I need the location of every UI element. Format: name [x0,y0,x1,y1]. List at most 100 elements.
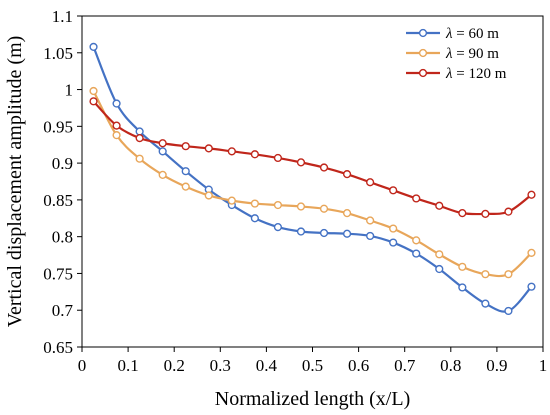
data-point [504,207,513,216]
data-point [319,228,329,238]
legend-label: λ = 90 m [445,46,499,62]
legend-marker [418,28,428,38]
data-point [112,99,121,108]
x-tick-label: 1 [539,356,548,375]
data-point [181,182,190,191]
y-tick-label: 0.9 [52,154,73,173]
legend-label: λ = 60 m [445,26,499,42]
x-tick-label: 0.9 [486,356,507,375]
data-point [296,202,306,211]
data-point [458,209,467,218]
y-tick-label: 0.75 [43,264,73,283]
data-point [504,306,513,316]
series-line [92,46,533,313]
data-point [112,131,121,140]
data-point [250,214,259,223]
data-point [458,262,467,271]
data-point [250,199,259,208]
data-point [296,158,306,167]
data-point [158,139,167,148]
data-point [181,167,190,176]
data-point [366,178,375,187]
y-tick-label: 0.95 [43,117,73,136]
legend: λ = 60 m λ = 90 m λ = 120 m [406,26,507,82]
legend-item: λ = 60 m [406,26,499,42]
data-point [366,231,375,241]
series-2 [89,86,536,279]
data-point [366,216,375,225]
data-point [158,147,167,156]
data-point [273,153,283,163]
data-point [135,127,144,136]
data-point [135,134,144,143]
data-point [204,191,213,200]
axes: 0 0.1 0.2 0.3 0.4 0.5 0.6 0.7 0.8 0.9 1 0.65 0.7 0.75… [43,7,547,375]
data-point [435,264,444,274]
legend-item: λ = 90 m [406,46,499,62]
x-tick-label: 0.4 [256,356,278,375]
data-point [89,97,98,106]
data-point [227,147,236,156]
legend-label: λ = 120 m [445,66,507,82]
legend-item: λ = 120 m [406,66,507,82]
data-point [481,270,490,279]
legend-marker [418,48,428,58]
y-tick-label: 1.1 [52,7,73,26]
data-point [227,196,236,205]
data-point [412,194,421,203]
y-tick-label: 1 [65,81,74,100]
x-tick-label: 0.7 [394,356,416,375]
legend-marker [418,68,428,78]
y-tick-label: 0.65 [43,338,73,357]
data-point [435,201,444,210]
data-point [273,223,283,232]
x-tick-label: 0.2 [164,356,185,375]
data-point [89,86,98,96]
data-point [412,249,421,258]
data-point [319,204,329,213]
data-point [204,144,213,153]
data-point [112,121,121,130]
data-point [135,154,144,163]
data-point [527,248,536,257]
y-axis-title: Vertical displacement amplitude (m) [4,36,26,328]
data-point [481,209,490,218]
data-point [527,190,536,199]
series-line [92,90,533,278]
data-point [389,238,398,247]
y-tick-label: 0.85 [43,191,73,210]
series-line [92,100,533,216]
data-point [342,170,352,179]
data-point [319,163,329,172]
data-point [89,42,98,51]
plot-area [89,42,536,316]
x-axis-title: Normalized length (x/L) [215,388,411,410]
data-point [458,283,467,292]
x-tick-label: 0.1 [117,356,138,375]
series-3 [89,97,536,218]
data-point [273,200,283,210]
series-1 [89,42,536,316]
data-point [435,250,444,259]
data-point [389,186,398,195]
data-point [181,142,190,151]
data-point [158,170,167,179]
data-point [481,299,490,308]
x-tick-label: 0.5 [302,356,323,375]
data-point [342,209,352,218]
y-tick-label: 0.8 [52,228,73,247]
x-tick-label: 0 [78,356,87,375]
x-tick-label: 0.6 [348,356,369,375]
data-point [296,227,306,236]
data-point [342,229,352,238]
data-point [504,270,513,279]
data-point [527,282,536,291]
x-tick-label: 0.8 [440,356,461,375]
y-tick-label: 1.05 [43,44,73,63]
data-point [250,150,259,159]
y-tick-label: 0.7 [52,301,74,320]
x-tick-label: 0.3 [210,356,231,375]
data-point [412,236,421,245]
data-point [389,224,398,233]
